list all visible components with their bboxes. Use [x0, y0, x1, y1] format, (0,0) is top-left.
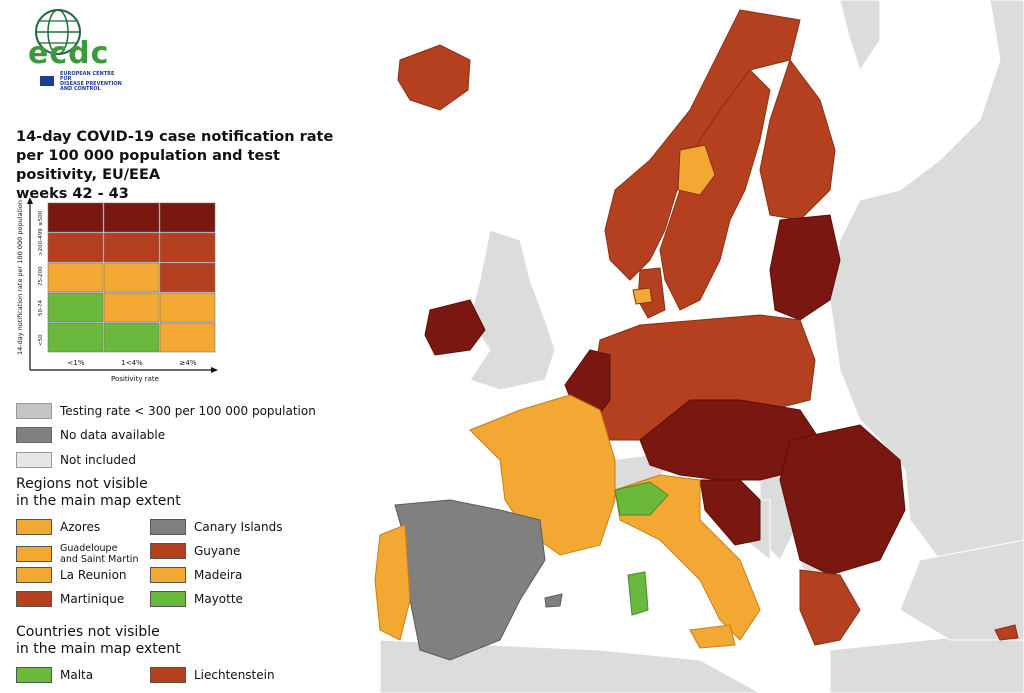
- matrix-cell: [159, 232, 216, 263]
- matrix-cell: [103, 232, 160, 263]
- spain: [394, 499, 546, 661]
- matrix-row-label: 50-74: [38, 300, 44, 316]
- legend-region-item: Canary Islands: [150, 519, 283, 535]
- countries-header: Countries not visible in the main map ex…: [16, 624, 181, 657]
- matrix-cell: [103, 322, 160, 353]
- regions-header: Regions not visible in the main map exte…: [16, 476, 181, 509]
- testing-swatch: [16, 403, 52, 419]
- matrix-row-label: ≥500: [38, 210, 44, 226]
- sicily: [689, 624, 736, 649]
- region-label: Guyane: [194, 544, 241, 558]
- matrix-row-label: >200-499: [38, 228, 44, 256]
- region-label: Madeira: [194, 568, 243, 582]
- legend-region-item: La Reunion: [16, 567, 127, 583]
- uk-not-included: [469, 229, 556, 391]
- balearic: [544, 593, 563, 608]
- baltics: [769, 214, 841, 321]
- notincluded-swatch: [16, 452, 52, 468]
- matrix-cell: [47, 262, 104, 293]
- region-label: Liechtenstein: [194, 668, 275, 682]
- matrix-col-label: <1%: [68, 359, 85, 367]
- iceland: [397, 44, 471, 111]
- matrix-col-label: 1<4%: [121, 359, 143, 367]
- region-label: Malta: [60, 668, 94, 682]
- legend-testing: Testing rate < 300 per 100 000 populatio…: [16, 403, 316, 419]
- region-label: Canary Islands: [194, 520, 283, 534]
- legend-notincluded: Not included: [16, 452, 136, 468]
- matrix-cell: [103, 262, 160, 293]
- region-swatch: [16, 667, 52, 683]
- ecdc-logo: ecdc EUROPEAN CENTRE FOR DISEASE PREVENT…: [16, 6, 126, 92]
- matrix-col-label: ≥4%: [180, 359, 197, 367]
- region-label: La Reunion: [60, 568, 127, 582]
- region-swatch: [16, 546, 52, 562]
- non-included-land: [379, 0, 1024, 693]
- croatia-slovenia: [699, 479, 761, 546]
- region-swatch: [150, 591, 186, 607]
- legend-region-item: Liechtenstein: [150, 667, 275, 683]
- region-swatch: [150, 667, 186, 683]
- globe-icon: [35, 9, 81, 86]
- legend-region-item: Malta: [16, 667, 93, 683]
- legend-region-item: Guadeloupe and Saint Martin: [16, 543, 138, 565]
- matrix-cell: [159, 322, 216, 353]
- logo-caption: EUROPEAN CENTRE FOR DISEASE PREVENTION A…: [60, 71, 122, 92]
- matrix-cell: [47, 232, 104, 263]
- legend-region-item: Martinique: [16, 591, 124, 607]
- legend-region-item: Mayotte: [150, 591, 243, 607]
- legend-region-item: Azores: [16, 519, 100, 535]
- legend-region-item: Madeira: [150, 567, 242, 583]
- matrix-cell: [47, 322, 104, 353]
- matrix-row-label: 75-200: [38, 266, 44, 286]
- matrix-cell: [159, 202, 216, 233]
- region-swatch: [150, 543, 186, 559]
- region-swatch: [150, 519, 186, 535]
- matrix-row-label: <50: [38, 334, 44, 346]
- region-label: Mayotte: [194, 592, 243, 606]
- map-title: 14-day COVID-19 case notification rate p…: [16, 129, 334, 202]
- region-label: Guadeloupe and Saint Martin: [60, 543, 139, 565]
- cyprus: [994, 624, 1019, 641]
- matrix-y-label: 14-day notification rate per 100 000 pop…: [16, 200, 24, 355]
- region-swatch: [16, 591, 52, 607]
- matrix-cell: [103, 292, 160, 323]
- italy: [614, 474, 761, 641]
- matrix-cell: [159, 262, 216, 293]
- greece: [799, 569, 861, 646]
- region-swatch: [16, 519, 52, 535]
- matrix-x-label: Positivity rate: [111, 375, 159, 383]
- nodata-swatch: [16, 427, 52, 443]
- logo-word: ecdc: [28, 36, 110, 71]
- sardinia: [627, 571, 649, 616]
- legend-region-item: Guyane: [150, 543, 240, 559]
- matrix-cell: [103, 202, 160, 233]
- legend-nodata: No data available: [16, 427, 165, 443]
- ireland: [424, 299, 486, 356]
- portugal: [374, 524, 411, 641]
- matrix-cell: [47, 202, 104, 233]
- denmark-orange: [632, 287, 653, 305]
- sweden-orange-region: [677, 144, 716, 196]
- legend-matrix: 14-day notification rate per 100 000 pop…: [16, 197, 218, 383]
- finland: [759, 58, 836, 221]
- region-label: Martinique: [60, 592, 125, 606]
- matrix-cell: [159, 292, 216, 323]
- region-swatch: [150, 567, 186, 583]
- romania-bulgaria: [779, 424, 906, 576]
- legend-panel: ecdc EUROPEAN CENTRE FOR DISEASE PREVENT…: [0, 0, 360, 693]
- france: [469, 394, 616, 556]
- matrix-cell: [47, 292, 104, 323]
- norway: [604, 9, 801, 281]
- region-swatch: [16, 567, 52, 583]
- italy-green: [614, 481, 669, 516]
- region-label: Azores: [60, 520, 101, 534]
